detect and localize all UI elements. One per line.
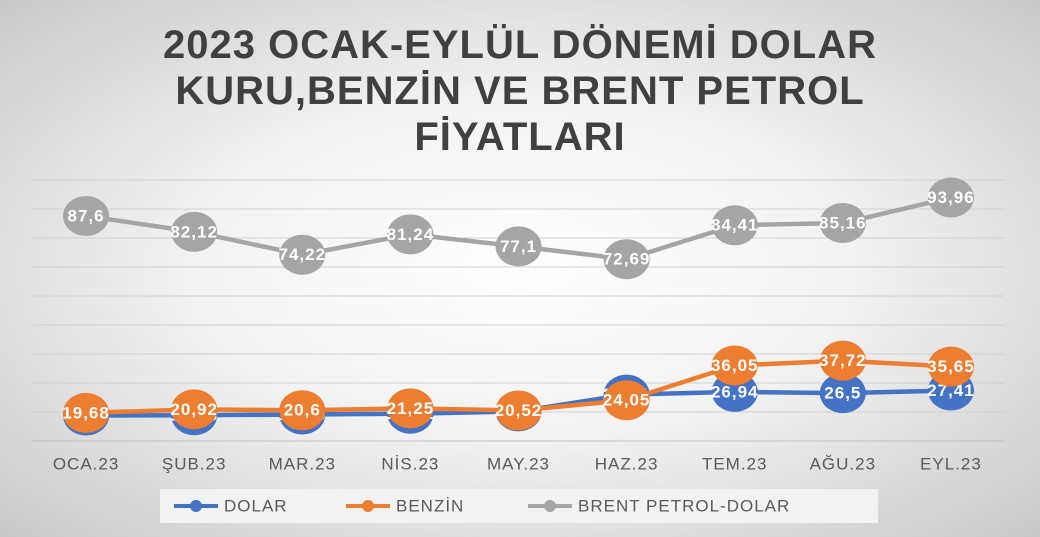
data-label: 19,68: [62, 403, 110, 422]
data-label: 26,94: [711, 382, 759, 401]
data-label: 74,22: [279, 245, 327, 264]
x-tick-label: ŞUB.23: [162, 454, 227, 473]
data-point: [495, 226, 542, 267]
data-point: [711, 345, 758, 386]
data-point: [387, 388, 434, 429]
data-label: 87,6: [68, 206, 105, 225]
legend-label: BRENT PETROL-DOLAR: [578, 496, 790, 515]
legend-marker: [544, 500, 556, 512]
legend-marker: [190, 500, 202, 512]
data-label: 37,72: [819, 351, 867, 370]
data-point: [603, 239, 650, 280]
data-point: [63, 195, 110, 236]
data-label: 26,5: [824, 384, 861, 403]
data-point: [927, 177, 974, 218]
data-label: 93,96: [927, 188, 975, 207]
data-point: [819, 373, 866, 414]
data-point: [711, 205, 758, 246]
data-point: [279, 234, 326, 275]
data-label: 27,41: [927, 381, 975, 400]
x-tick-label: HAZ.23: [595, 454, 659, 473]
data-label: 20,92: [170, 400, 218, 419]
data-label: 82,12: [170, 222, 218, 241]
data-point: [603, 380, 650, 421]
data-label: 36,05: [711, 356, 759, 375]
data-label: 21,25: [387, 399, 435, 418]
data-label: 35,65: [927, 357, 975, 376]
data-label: 24,05: [603, 391, 651, 410]
chart-title: 2023 OCAK-EYLÜL DÖNEMİ DOLAR KURU,BENZİN…: [162, 23, 877, 159]
x-tick-label: TEM.23: [702, 454, 768, 473]
data-label: 77,1: [500, 237, 537, 256]
data-label: 20,52: [495, 401, 543, 420]
x-tick-label: MAY.23: [487, 454, 550, 473]
data-label: 81,24: [387, 225, 435, 244]
data-point: [927, 346, 974, 387]
data-point: [819, 203, 866, 244]
legend-label: BENZİN: [396, 496, 464, 515]
legend-label: DOLAR: [224, 496, 288, 515]
data-point: [279, 390, 326, 431]
x-tick-label: OCA.23: [53, 454, 119, 473]
x-tick-label: MAR.23: [269, 454, 336, 473]
data-point: [171, 389, 218, 430]
legend-box: [160, 489, 878, 523]
data-label: 72,69: [603, 250, 651, 269]
data-point: [171, 211, 218, 252]
data-point: [63, 392, 110, 433]
data-point: [495, 390, 542, 431]
data-label: 84,41: [711, 216, 759, 235]
data-label: 20,6: [284, 401, 321, 420]
x-tick-label: EYL.23: [920, 454, 982, 473]
data-point: [387, 214, 434, 255]
data-point: [819, 340, 866, 381]
x-tick-label: AĞU.23: [810, 454, 876, 473]
data-label: 85,16: [819, 214, 867, 233]
x-tick-label: NİS.23: [381, 454, 439, 473]
legend-marker: [362, 500, 374, 512]
